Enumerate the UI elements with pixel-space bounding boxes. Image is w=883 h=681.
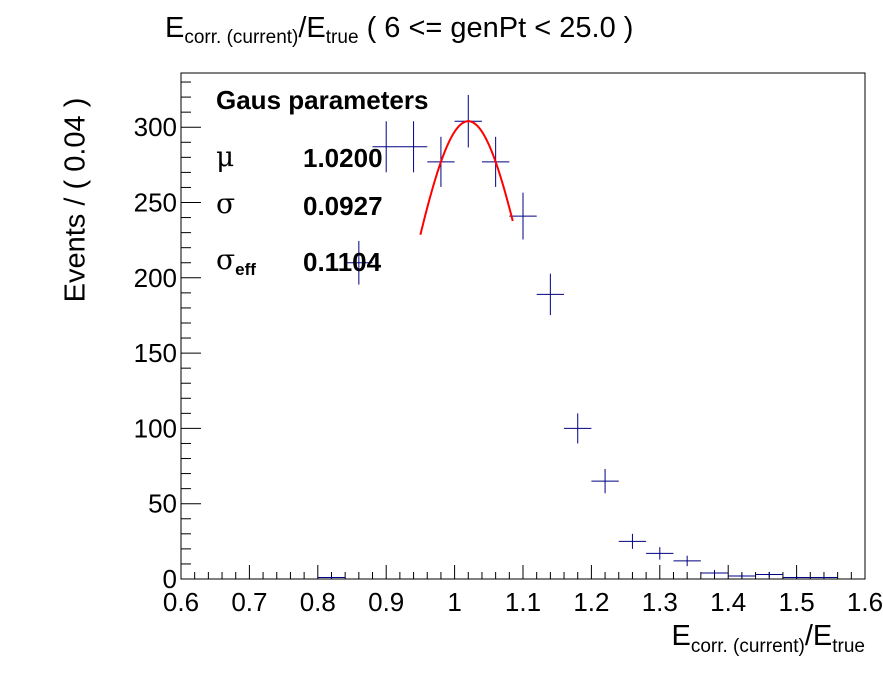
x-tick-label: 1.5 [779,587,815,617]
data-point [700,569,729,576]
y-tick-label: 250 [134,188,177,218]
stats-heading: Gaus parameters [216,85,429,115]
y-tick-label: 150 [134,338,177,368]
chart-title: Ecorr. (current)/Etrue ( 6 <= genPt < 25… [165,12,634,48]
x-tick-label: 0.8 [300,587,336,617]
data-point [345,240,373,285]
data-point [646,547,674,560]
data-point [399,121,428,173]
sigma-symbol: σ [216,187,236,220]
data-point [372,121,400,173]
data-point [782,575,811,579]
sigma-eff-symbol: σeff [216,243,256,279]
y-tick-label: 300 [134,112,177,142]
y-tick-label: 100 [134,413,177,443]
x-tick-label: 1.3 [642,587,678,617]
y-tick-label: 0 [163,564,177,594]
data-point [591,468,619,494]
x-tick-label: 0.6 [163,587,199,617]
mu-value: 1.0200 [303,143,383,173]
x-tick-label: 0.7 [231,587,267,617]
x-tick-label: 1.1 [505,587,541,617]
gaussian-fit-curve [419,120,514,235]
sigma-value: 0.0927 [303,191,383,221]
data-point [755,571,783,578]
y-axis-label: Events / ( 0.04 ) [59,97,92,303]
data-point [564,413,592,444]
mu-symbol: μ [216,140,235,173]
data-point [728,573,756,579]
plot-frame [180,72,866,580]
y-tick-label: 50 [148,489,177,519]
data-point [317,575,346,579]
x-tick-label: 0.9 [368,587,404,617]
x-tick-label: 1.6 [847,587,883,617]
x-axis-label: Ecorr. (current)/Etrue [671,620,865,657]
y-tick-label: 200 [134,263,177,293]
x-tick-label: 1.4 [710,587,746,617]
sigma-eff-value: 0.1104 [303,247,382,277]
y-axis: 0 50 100 150 200 250 300 [134,81,201,594]
data-point [810,575,838,579]
data-point [618,533,647,549]
x-tick-label: 1 [447,587,461,617]
data-point [509,192,537,240]
x-tick-label: 1.2 [573,587,609,617]
data-point [536,273,565,316]
data-point [673,555,701,567]
data-points [317,94,838,579]
x-axis: 0.6 0.7 0.8 0.9 1 1.1 1.2 1.3 1.4 1.5 1.6 [163,565,883,617]
